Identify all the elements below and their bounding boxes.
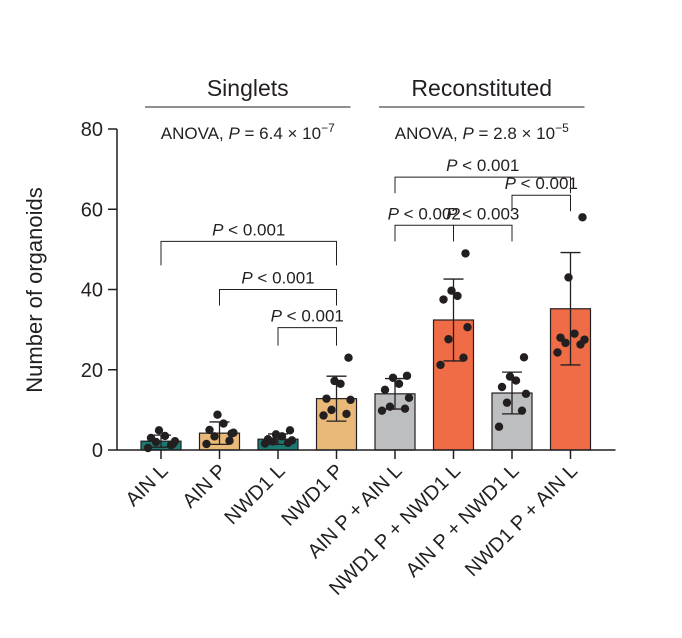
data-point: [461, 249, 470, 258]
data-point: [494, 422, 504, 431]
data-point: [154, 426, 164, 435]
significance-bracket: [219, 289, 337, 306]
data-point: [385, 402, 395, 411]
category-label: NWD1 L: [221, 460, 290, 529]
data-point: [519, 353, 529, 362]
data-point: [444, 335, 453, 344]
data-point: [225, 436, 234, 445]
y-axis-label: Number of organoids: [22, 187, 47, 392]
data-point: [344, 353, 353, 362]
data-point: [271, 430, 281, 439]
data-point: [564, 273, 573, 282]
data-point: [436, 360, 445, 370]
data-point: [377, 406, 387, 415]
data-point: [578, 213, 587, 222]
data-point: [553, 348, 562, 357]
category-label: NWD1 P + AIN L: [461, 460, 582, 581]
data-points: [143, 213, 589, 453]
data-point: [502, 398, 512, 407]
data-point: [322, 394, 331, 403]
data-point: [287, 436, 297, 445]
data-point: [463, 323, 472, 332]
data-point: [439, 295, 448, 304]
data-point: [453, 291, 462, 301]
data-point: [346, 395, 355, 405]
significance-bracket: [277, 327, 337, 346]
data-point: [402, 371, 412, 380]
data-point: [404, 393, 414, 403]
significance-bracket: [160, 240, 337, 266]
data-point: [227, 429, 236, 438]
data-point: [561, 338, 570, 348]
p-value-label: P < 0.001: [212, 220, 285, 239]
significance-bracket: [394, 224, 454, 242]
y-tick-label: 60: [81, 199, 103, 221]
data-point: [521, 389, 531, 399]
data-point: [219, 419, 228, 428]
significance-bracket: [511, 194, 571, 212]
significance-bracket: [394, 176, 571, 194]
data-point: [505, 372, 515, 381]
data-point: [394, 379, 404, 388]
data-point: [327, 405, 336, 415]
data-point: [447, 286, 456, 295]
data-point: [380, 385, 390, 395]
group-title: Singlets: [207, 75, 289, 101]
data-point: [330, 376, 339, 386]
bar: [432, 319, 475, 451]
p-value-label: P < 0.001: [505, 174, 578, 193]
data-point: [205, 425, 214, 435]
y-tick-label: 20: [81, 360, 103, 382]
data-point: [168, 439, 178, 449]
data-point: [459, 353, 468, 362]
data-point: [497, 382, 507, 392]
data-point: [143, 443, 153, 453]
data-point: [160, 431, 170, 441]
data-point: [146, 433, 156, 443]
p-value-label: P < 0.001: [271, 307, 344, 326]
p-value-label: P < 0.002: [388, 204, 461, 223]
data-point: [210, 432, 219, 441]
data-point: [263, 434, 273, 444]
y-tick-label: 0: [92, 440, 103, 462]
data-point: [285, 426, 295, 435]
group-titles: Singlets ANOVA, P = 6.4 × 10−7 Reconstitut…: [145, 75, 585, 143]
significance-bracket: [453, 224, 513, 242]
category-label: AIN P: [179, 460, 232, 513]
y-tick-label: 80: [81, 119, 103, 141]
data-point: [342, 409, 351, 419]
error-bars: [151, 251, 581, 448]
p-value-label: P < 0.003: [446, 204, 519, 223]
anova-result: ANOVA, P = 2.8 × 10−5: [395, 121, 569, 143]
anova-result: ANOVA, P = 6.4 × 10−7: [161, 121, 335, 143]
data-point: [202, 439, 211, 449]
data-point: [213, 410, 222, 419]
data-point: [388, 373, 398, 382]
data-point: [556, 333, 565, 342]
data-point: [517, 406, 527, 415]
data-point: [511, 376, 521, 385]
data-point: [319, 411, 328, 420]
p-value-label: P < 0.001: [446, 156, 519, 175]
category-label: AIN L: [122, 460, 173, 511]
y-tick-label: 40: [81, 280, 103, 302]
y-ticks: 0 20 40 60 80: [81, 119, 117, 462]
data-point: [400, 404, 410, 413]
data-point: [570, 329, 579, 338]
group-title: Reconstituted: [411, 75, 552, 101]
data-point: [580, 335, 589, 344]
p-value-label: P < 0.001: [241, 269, 314, 288]
